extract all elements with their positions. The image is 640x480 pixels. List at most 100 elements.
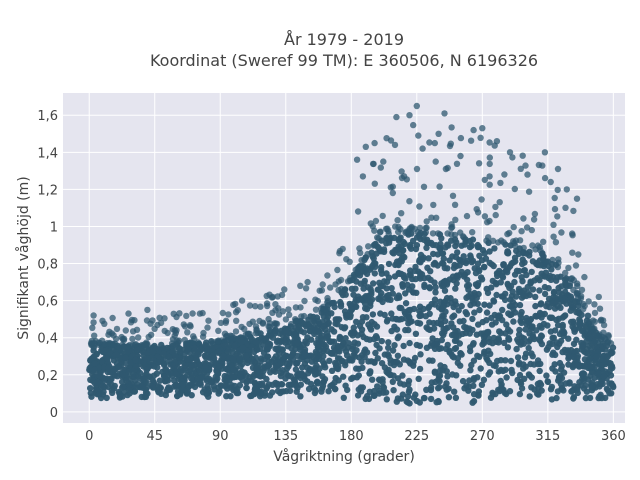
scatter-point	[516, 390, 524, 398]
scatter-point	[504, 269, 511, 276]
scatter-point	[421, 281, 428, 289]
scatter-point	[281, 286, 288, 293]
scatter-point	[365, 243, 372, 250]
scatter-point	[383, 396, 390, 403]
scatter-point	[443, 294, 451, 302]
scatter-point	[402, 290, 409, 297]
scatter-point	[230, 356, 237, 363]
scatter-point	[205, 375, 213, 382]
scatter-point	[228, 335, 235, 342]
scatter-point	[430, 325, 438, 332]
scatter-point	[557, 304, 564, 311]
scatter-point	[191, 335, 198, 342]
scatter-point	[273, 362, 280, 370]
scatter-point	[595, 293, 602, 301]
scatter-point	[285, 381, 292, 389]
scatter-point	[328, 326, 335, 333]
scatter-point	[513, 247, 520, 255]
scatter-point	[547, 328, 554, 335]
scatter-point	[156, 377, 164, 384]
scatter-point	[172, 382, 180, 390]
scatter-point	[401, 240, 408, 247]
scatter-point	[573, 195, 581, 202]
scatter-point	[423, 386, 430, 393]
scatter-point	[349, 357, 356, 364]
scatter-point	[208, 338, 215, 345]
scatter-point	[350, 324, 357, 331]
scatter-point	[234, 385, 241, 393]
scatter-point	[569, 249, 576, 256]
scatter-point	[238, 338, 246, 346]
scatter-point	[406, 314, 413, 321]
scatter-point	[469, 236, 477, 243]
scatter-point	[308, 358, 316, 365]
scatter-point	[156, 314, 163, 321]
scatter-point	[572, 262, 580, 269]
scatter-point	[353, 318, 360, 325]
scatter-point	[246, 302, 254, 309]
scatter-point	[109, 314, 116, 322]
scatter-point	[436, 383, 443, 391]
scatter-point	[446, 142, 454, 150]
scatter-point	[165, 353, 173, 361]
scatter-point	[445, 242, 452, 249]
scatter-points	[86, 102, 617, 407]
scatter-point	[282, 316, 290, 323]
scatter-point	[500, 339, 508, 347]
scatter-point	[236, 374, 244, 381]
scatter-point	[483, 317, 490, 324]
scatter-point	[575, 251, 582, 258]
scatter-point	[225, 349, 232, 356]
scatter-point	[510, 223, 517, 231]
scatter-point	[568, 388, 575, 395]
scatter-point	[412, 391, 419, 398]
scatter-point	[196, 361, 203, 368]
scatter-point	[236, 354, 243, 361]
scatter-point	[263, 292, 270, 300]
scatter-point	[492, 211, 499, 219]
scatter-point	[537, 262, 544, 269]
scatter-point	[362, 143, 369, 150]
scatter-point	[304, 278, 311, 286]
scatter-point	[567, 307, 574, 314]
scatter-point	[327, 382, 334, 390]
scatter-point	[195, 339, 202, 346]
scatter-point	[223, 365, 230, 373]
scatter-point	[479, 125, 486, 132]
scatter-point	[591, 363, 598, 371]
scatter-point	[481, 339, 488, 346]
scatter-point	[435, 130, 442, 137]
scatter-point	[429, 230, 437, 237]
scatter-point	[492, 203, 499, 211]
scatter-point	[332, 281, 339, 288]
scatter-point	[565, 352, 572, 359]
scatter-point	[101, 320, 108, 327]
scatter-point	[554, 165, 562, 173]
scatter-point	[320, 352, 327, 360]
scatter-point	[369, 223, 376, 230]
scatter-point	[573, 347, 580, 355]
scatter-point	[453, 262, 460, 270]
scatter-point	[423, 218, 430, 225]
scatter-point	[385, 260, 393, 268]
scatter-point	[358, 358, 365, 365]
scatter-point	[512, 237, 520, 244]
scatter-point	[215, 338, 222, 345]
scatter-point	[143, 366, 150, 373]
scatter-point	[364, 392, 371, 400]
scatter-point	[448, 224, 455, 232]
scatter-point	[340, 339, 347, 347]
scatter-point	[385, 291, 392, 299]
scatter-point	[383, 135, 390, 142]
scatter-point	[450, 331, 458, 339]
scatter-point	[525, 344, 532, 352]
scatter-point	[441, 264, 448, 272]
scatter-point	[238, 368, 246, 375]
chart-title-line-1: År 1979 - 2019	[284, 30, 404, 49]
scatter-point	[202, 363, 209, 370]
scatter-point	[523, 224, 531, 231]
scatter-point	[297, 304, 304, 311]
scatter-point	[451, 345, 459, 352]
scatter-point	[274, 293, 281, 300]
scatter-point	[536, 367, 543, 375]
